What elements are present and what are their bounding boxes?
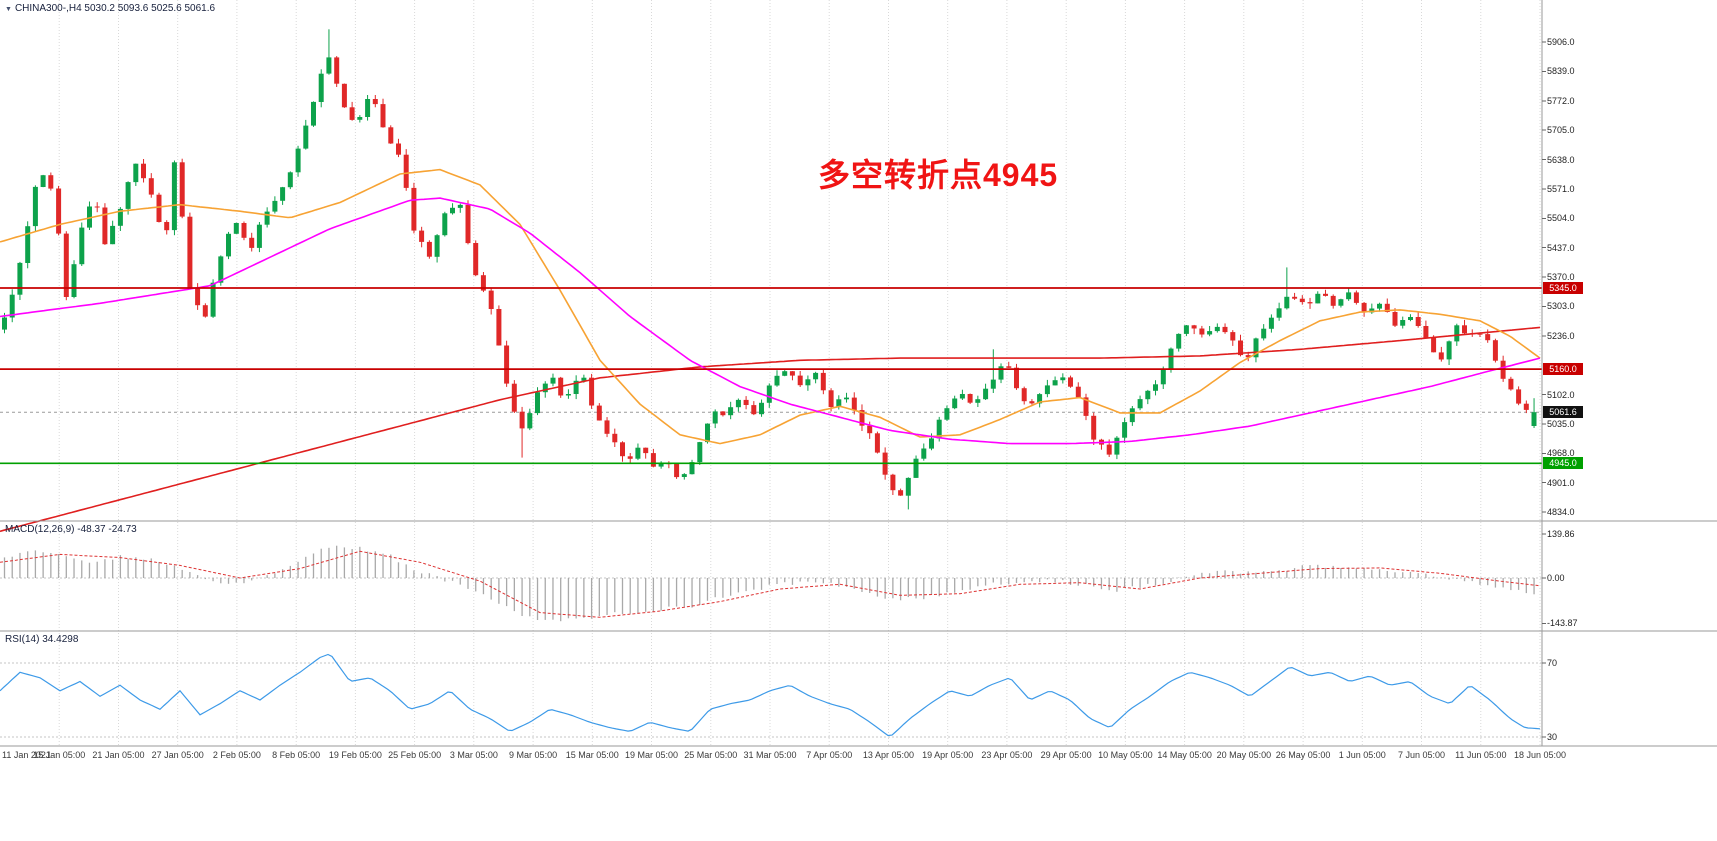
price-axis-label: 4834.0 xyxy=(1547,507,1575,517)
time-axis-label: 7 Apr 05:00 xyxy=(806,750,853,760)
rsi-indicator-label: RSI(14) 34.4298 xyxy=(5,634,79,645)
time-axis-label: 20 May 05:00 xyxy=(1216,750,1272,760)
collapse-icon[interactable]: ▼ xyxy=(5,6,12,13)
rsi-axis-label: 30 xyxy=(1547,732,1558,742)
ma-line-orange xyxy=(0,168,1541,445)
rsi-line xyxy=(0,653,1541,737)
time-axis-label: 18 Jun 05:00 xyxy=(1513,750,1567,760)
time-axis-label: 21 Jan 05:00 xyxy=(92,750,145,760)
price-axis-label: 5705.0 xyxy=(1547,125,1575,136)
pane-borders xyxy=(0,0,1717,747)
price-axis-label: 5035.0 xyxy=(1547,418,1575,429)
time-axis-label: 1 Jun 05:00 xyxy=(1338,750,1386,760)
price-axis-label: 5571.0 xyxy=(1547,183,1575,194)
macd-indicator-label: MACD(12,26,9) -48.37 -24.73 xyxy=(5,524,137,535)
time-axis-label: 25 Feb 05:00 xyxy=(388,750,442,760)
time-axis-label: 15 Mar 05:00 xyxy=(565,750,619,760)
price-axis-label: 5370.0 xyxy=(1547,272,1575,282)
time-axis-label: 11 Jan 2021 xyxy=(2,750,51,760)
time-axis-label: 14 May 05:00 xyxy=(1157,750,1212,760)
macd-axis-label: 0.00 xyxy=(1547,573,1565,583)
candlesticks xyxy=(2,29,1537,510)
symbol-ohlc-text: CHINA300-,H4 5030.2 5093.6 5025.6 5061.6 xyxy=(14,3,216,14)
time-axis-label: 19 Feb 05:00 xyxy=(328,750,382,760)
chart-annotation-text: 多空转折点4945 xyxy=(818,157,1059,193)
price-axis-label: 5772.0 xyxy=(1547,95,1575,106)
macd-pane xyxy=(0,545,1541,622)
time-axis-label: 19 Mar 05:00 xyxy=(625,750,679,760)
time-axis-label: 19 Apr 05:00 xyxy=(922,750,974,760)
price-axis-label: 5839.0 xyxy=(1547,66,1575,77)
time-axis-label: 8 Feb 05:00 xyxy=(272,750,321,760)
horizontal-levels xyxy=(0,287,1542,465)
symbol-header: ▼ CHINA300-,H4 5030.2 5093.6 5025.6 5061.… xyxy=(5,3,215,14)
price-axis-label: 4901.0 xyxy=(1547,477,1575,488)
time-axis-label: 25 Mar 05:00 xyxy=(684,750,738,760)
time-axis-label: 3 Mar 05:00 xyxy=(449,750,498,760)
macd-axis-label: -143.87 xyxy=(1547,618,1578,629)
time-axis-label: 13 Apr 05:00 xyxy=(862,750,914,760)
price-level-badge: 5160.0 xyxy=(1543,363,1583,376)
grid-lines xyxy=(0,0,1542,746)
time-axis-label: 7 Jun 05:00 xyxy=(1398,750,1446,760)
price-axis-label: 5504.0 xyxy=(1547,213,1575,224)
time-axis-label: 2 Feb 05:00 xyxy=(212,750,261,760)
time-axis-label: 26 May 05:00 xyxy=(1275,750,1331,760)
ma-line-magenta xyxy=(0,197,1541,445)
time-axis-label: 10 May 05:00 xyxy=(1098,750,1153,760)
time-axis-label: 23 Apr 05:00 xyxy=(981,750,1033,760)
price-axis-label: 5236.0 xyxy=(1547,330,1575,341)
price-axis-label: 5437.0 xyxy=(1547,242,1575,253)
time-axis-label: 11 Jun 05:00 xyxy=(1455,750,1507,760)
time-axis-label: 29 Apr 05:00 xyxy=(1040,750,1092,760)
time-axis-label: 31 Mar 05:00 xyxy=(743,750,797,760)
price-axis-label: 5906.0 xyxy=(1547,37,1575,47)
price-axis-label: 5102.0 xyxy=(1547,389,1575,400)
price-axis-label: 4968.0 xyxy=(1547,448,1575,459)
time-axis-label: 9 Mar 05:00 xyxy=(509,750,558,760)
price-level-badge: 5345.0 xyxy=(1543,281,1583,294)
price-axis-label: 5638.0 xyxy=(1547,154,1575,165)
time-axis-label: 27 Jan 05:00 xyxy=(151,750,204,760)
current-price-badge: 5061.6 xyxy=(1543,406,1583,419)
price-axis-label: 5303.0 xyxy=(1547,301,1575,312)
macd-signal-line xyxy=(0,550,1541,618)
rsi-pane xyxy=(0,653,1541,737)
rsi-axis-label: 70 xyxy=(1547,658,1558,668)
price-level-badge: 4945.0 xyxy=(1543,457,1583,470)
time-axis-label: 15 Jan 05:00 xyxy=(33,750,86,760)
macd-axis-label: 139.86 xyxy=(1547,529,1575,539)
